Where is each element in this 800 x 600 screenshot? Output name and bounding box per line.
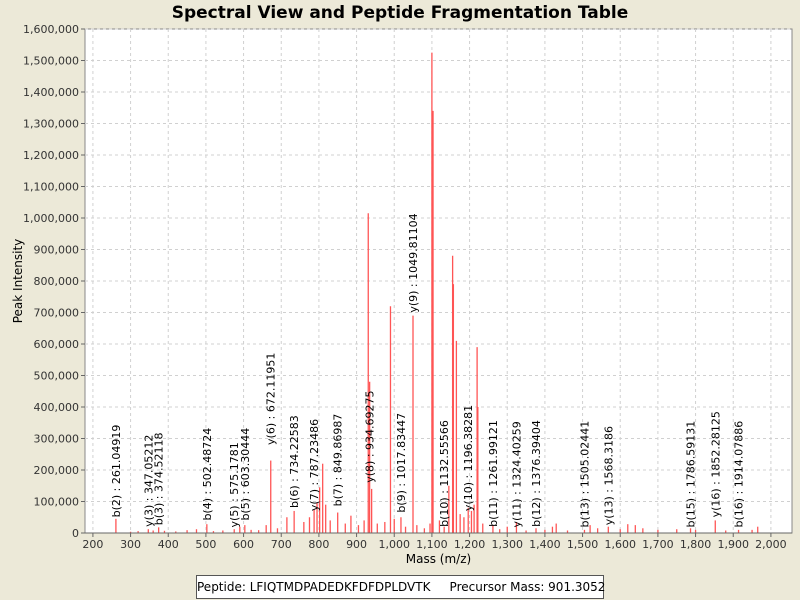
- x-tick-label: 1,700: [642, 538, 674, 551]
- y-tick-label: 700,000: [34, 307, 80, 320]
- fragment-annotation: y(8) : 934.69275: [364, 390, 377, 482]
- x-tick-label: 300: [120, 538, 141, 551]
- y-tick-label: 1,500,000: [23, 55, 79, 68]
- x-tick-label: 1,100: [416, 538, 448, 551]
- x-tick-label: 1,000: [378, 538, 410, 551]
- fragment-annotation: y(16) : 1852.28125: [709, 411, 722, 517]
- y-tick-label: 1,200,000: [23, 149, 79, 162]
- y-tick-label: 1,600,000: [23, 23, 79, 36]
- y-tick-label: 100,000: [34, 496, 80, 509]
- x-tick-label: 1,800: [680, 538, 712, 551]
- fragment-annotation: b(2) : 261.04919: [110, 425, 123, 518]
- chart-title: Spectral View and Peptide Fragmentation …: [171, 3, 629, 23]
- x-tick-label: 900: [346, 538, 367, 551]
- x-tick-label: 800: [308, 538, 329, 551]
- fragment-annotation: y(10) : 1196.38281: [462, 405, 475, 511]
- y-tick-label: 900,000: [34, 244, 80, 257]
- peptide-label: Peptide: LFIQTMDPADEDKFDFDPLDVTK: [197, 580, 431, 594]
- fragment-annotation: y(5) : 575.1781: [228, 442, 241, 527]
- y-tick-label: 300,000: [34, 433, 80, 446]
- y-tick-label: 600,000: [34, 338, 80, 351]
- x-tick-label: 1,200: [454, 538, 486, 551]
- y-tick-label: 200,000: [34, 464, 80, 477]
- x-tick-label: 2,000: [755, 538, 787, 551]
- x-tick-label: 600: [233, 538, 254, 551]
- y-tick-label: 1,100,000: [23, 181, 79, 194]
- legend: Peptide: LFIQTMDPADEDKFDFDPLDVTK Precurs…: [196, 575, 606, 599]
- fragment-annotation: b(11) : 1261.99121: [487, 420, 500, 527]
- x-tick-label: 700: [271, 538, 292, 551]
- x-tick-label: 1,600: [604, 538, 636, 551]
- fragment-annotation: b(12) : 1376.39404: [530, 420, 543, 527]
- y-tick-label: 500,000: [34, 370, 80, 383]
- x-tick-label: 1,500: [567, 538, 599, 551]
- x-tick-label: 400: [158, 538, 179, 551]
- y-axis-label: Peak Intensity: [11, 239, 25, 324]
- y-tick-label: 1,300,000: [23, 118, 79, 131]
- fragment-annotation: y(11) : 1324.40259: [510, 421, 523, 527]
- y-tick-label: 800,000: [34, 275, 80, 288]
- x-axis-label: Mass (m/z): [406, 552, 471, 566]
- x-tick-label: 200: [82, 538, 103, 551]
- y-tick-label: 1,000,000: [23, 212, 79, 225]
- fragment-annotation: b(9) : 1017.83447: [395, 413, 408, 513]
- y-tick-label: 1,400,000: [23, 86, 79, 99]
- fragment-annotation: b(15) : 1786.59131: [685, 421, 698, 528]
- fragment-annotation: y(7) : 787.23486: [308, 419, 321, 511]
- fragment-annotation: y(3) : 347.05212: [142, 435, 155, 527]
- fragment-annotation: b(5) : 603.30444: [239, 428, 252, 521]
- fragment-annotation: y(13) : 1568.3186: [602, 426, 615, 525]
- fragment-annotation: b(10) : 1132.55566: [438, 420, 451, 527]
- fragment-annotation: b(3) : 374.52118: [153, 433, 166, 526]
- fragment-annotation: b(4) : 502.48724: [201, 428, 214, 521]
- precursor-mass-label: Precursor Mass: 901.3052: [449, 580, 606, 594]
- x-tick-label: 1,300: [491, 538, 523, 551]
- fragment-annotation: b(6) : 734.22583: [288, 415, 301, 508]
- x-tick-label: 1,400: [529, 538, 561, 551]
- fragment-annotation: b(13) : 1505.02441: [578, 421, 591, 528]
- fragment-annotation: y(9) : 1049.81104: [407, 213, 420, 312]
- fragment-annotation: y(6) : 672.11951: [265, 353, 278, 445]
- y-tick-label: 0: [72, 527, 79, 540]
- y-tick-label: 400,000: [34, 401, 80, 414]
- fragment-annotation: b(7) : 849.86987: [332, 414, 345, 507]
- fragment-annotation: b(16) : 1914.07886: [733, 421, 746, 528]
- x-tick-label: 1,900: [717, 538, 749, 551]
- x-tick-label: 500: [195, 538, 216, 551]
